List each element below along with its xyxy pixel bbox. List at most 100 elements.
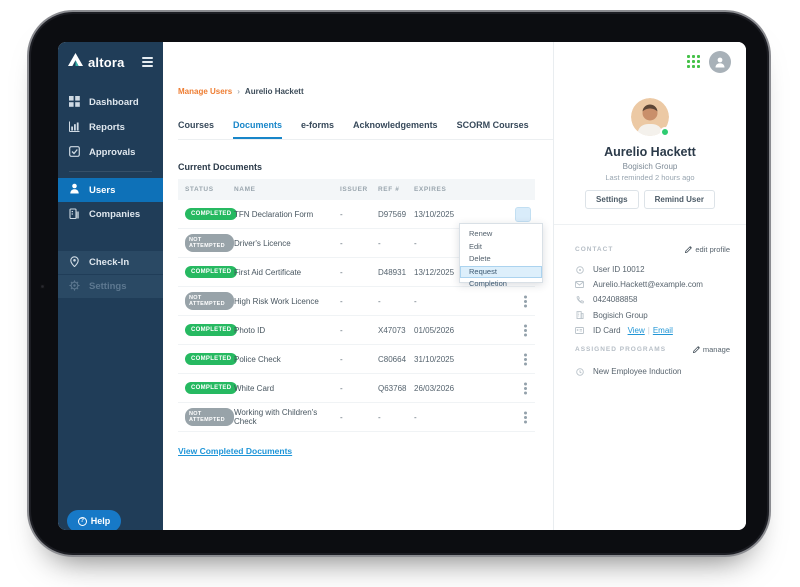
avatar xyxy=(631,98,670,137)
breadcrumb-separator: › xyxy=(237,87,240,96)
table-row[interactable]: NOT ATTEMPTED Working with Children's Ch… xyxy=(178,403,535,432)
id-card-email-link[interactable]: Email xyxy=(652,325,673,335)
kebab-menu-icon[interactable] xyxy=(524,328,527,332)
settings-button[interactable]: Settings xyxy=(585,190,639,209)
pencil-icon xyxy=(692,346,700,353)
sidebar-item-reports[interactable]: Reports xyxy=(58,115,163,140)
sidebar: altora Dashboard Reports Approvals xyxy=(58,42,163,530)
kebab-menu-icon[interactable] xyxy=(524,415,527,419)
kebab-menu-icon[interactable] xyxy=(524,299,527,303)
account-avatar-icon[interactable] xyxy=(709,51,731,73)
help-button[interactable]: ? Help xyxy=(67,510,121,530)
apps-grid-icon[interactable] xyxy=(687,55,700,68)
table-row[interactable]: NOT ATTEMPTED High Risk Work Licence - -… xyxy=(178,287,535,316)
tab-acknowledgements[interactable]: Acknowledgements xyxy=(353,120,438,130)
approvals-icon xyxy=(69,145,80,160)
panel-divider xyxy=(554,224,746,225)
check-in-icon xyxy=(69,255,80,270)
kebab-menu-icon[interactable] xyxy=(524,357,527,361)
status-badge: NOT ATTEMPTED xyxy=(185,234,234,252)
menu-item-edit[interactable]: Edit xyxy=(469,241,482,251)
breadcrumb-manage-users-link[interactable]: Manage Users xyxy=(178,87,233,96)
profile-photo xyxy=(631,98,669,136)
email-icon xyxy=(575,281,584,289)
row-context-menu: Renew Edit Delete Request Completion xyxy=(459,223,543,288)
id-card-view-link[interactable]: View xyxy=(627,325,645,335)
table-row[interactable]: COMPLETED Photo ID - X47073 01/05/2026 xyxy=(178,316,535,345)
remind-user-button[interactable]: Remind User xyxy=(643,190,715,209)
user-id-icon xyxy=(575,265,584,274)
sidebar-item-approvals[interactable]: Approvals xyxy=(58,140,163,165)
program-item: New Employee Induction xyxy=(575,364,736,379)
table-row[interactable]: COMPLETED First Aid Certificate - D48931… xyxy=(178,258,535,287)
table-row[interactable]: NOT ATTEMPTED Driver's Licence - - - xyxy=(178,229,535,258)
status-badge: COMPLETED xyxy=(185,324,238,336)
breadcrumb-current: Aurelio Hackett xyxy=(244,87,304,96)
menu-item-request-completion[interactable]: Request Completion xyxy=(460,265,542,288)
sidebar-item-check-in[interactable]: Check-In xyxy=(58,251,163,274)
main-content: Manage Users › Aurelio Hackett Courses D… xyxy=(163,42,553,530)
menu-item-renew[interactable]: Renew xyxy=(469,229,493,238)
contact-id-card: ID Card View | Email xyxy=(575,323,736,338)
assigned-programs-section-label: ASSIGNED PROGRAMS xyxy=(575,346,667,353)
profile-panel: Aurelio Hackett Bogisich Group Last remi… xyxy=(553,42,746,530)
profile-name: Aurelio Hackett xyxy=(604,145,696,159)
contact-section-label: CONTACT xyxy=(575,246,614,253)
contact-user-id: User ID 10012 xyxy=(575,262,736,277)
menu-item-delete[interactable]: Delete xyxy=(469,254,491,263)
sidebar-item-companies[interactable]: Companies xyxy=(58,202,163,227)
sidebar-spacer xyxy=(58,227,163,251)
sidebar-item-users[interactable]: Users xyxy=(58,178,163,202)
contact-company: Bogisich Group xyxy=(575,308,736,323)
online-status-dot xyxy=(660,127,670,137)
hamburger-menu-icon[interactable] xyxy=(142,57,153,67)
breadcrumb: Manage Users › Aurelio Hackett xyxy=(178,87,304,96)
status-badge: NOT ATTEMPTED xyxy=(185,408,234,426)
users-icon xyxy=(69,183,80,197)
status-badge: COMPLETED xyxy=(185,353,238,365)
profile-company: Bogisich Group xyxy=(622,162,678,171)
tab-bar: Courses Documents e-forms Acknowledgemen… xyxy=(178,114,553,140)
altora-logo-icon xyxy=(68,53,83,71)
sidebar-nav: Dashboard Reports Approvals Users xyxy=(58,90,163,298)
sidebar-header: altora xyxy=(58,42,163,82)
sidebar-item-dashboard[interactable]: Dashboard xyxy=(58,90,163,115)
documents-table: STATUS NAME ISSUER REF # EXPIRES COMPLET… xyxy=(178,179,535,432)
contact-list: User ID 10012 Aurelio.Hackett@example.co… xyxy=(575,262,736,338)
tab-scorm-courses[interactable]: SCORM Courses xyxy=(456,120,529,130)
table-row[interactable]: COMPLETED TFN Declaration Form - D97569 … xyxy=(178,200,535,229)
manage-programs-link[interactable]: manage xyxy=(692,345,730,354)
app-screen: altora Dashboard Reports Approvals xyxy=(58,42,746,530)
reports-icon xyxy=(69,121,80,135)
companies-icon xyxy=(69,207,80,222)
status-badge: COMPLETED xyxy=(185,208,238,220)
status-badge: NOT ATTEMPTED xyxy=(185,292,234,310)
tablet-frame: altora Dashboard Reports Approvals xyxy=(27,10,771,557)
contact-email: Aurelio.Hackett@example.com xyxy=(575,277,736,292)
profile-header: Aurelio Hackett Bogisich Group Last remi… xyxy=(554,98,746,209)
settings-icon xyxy=(69,279,80,294)
program-icon xyxy=(575,367,584,376)
tab-e-forms[interactable]: e-forms xyxy=(301,120,335,130)
contact-phone: 0424088858 xyxy=(575,292,736,307)
tablet-camera xyxy=(40,284,45,289)
edit-profile-link[interactable]: edit profile xyxy=(685,245,730,254)
sidebar-divider xyxy=(69,171,152,172)
id-card-icon xyxy=(575,326,584,334)
last-reminded-text: Last reminded 2 hours ago xyxy=(605,173,695,182)
kebab-menu-icon[interactable] xyxy=(524,386,527,390)
row-menu-open-highlight[interactable] xyxy=(515,206,531,222)
tab-courses[interactable]: Courses xyxy=(178,120,215,130)
brand-logo-text: altora xyxy=(88,54,125,70)
table-row[interactable]: COMPLETED White Card - Q63768 26/03/2026 xyxy=(178,374,535,403)
dashboard-icon xyxy=(69,95,80,110)
table-header-row: STATUS NAME ISSUER REF # EXPIRES xyxy=(178,179,535,200)
table-row[interactable]: COMPLETED Police Check - C80664 31/10/20… xyxy=(178,345,535,374)
current-documents-heading: Current Documents xyxy=(178,162,263,172)
question-icon: ? xyxy=(77,516,87,526)
tab-documents[interactable]: Documents xyxy=(233,114,283,139)
program-list: New Employee Induction xyxy=(575,364,736,379)
sidebar-item-settings[interactable]: Settings xyxy=(58,275,163,298)
view-completed-documents-link[interactable]: View Completed Documents xyxy=(178,446,293,456)
